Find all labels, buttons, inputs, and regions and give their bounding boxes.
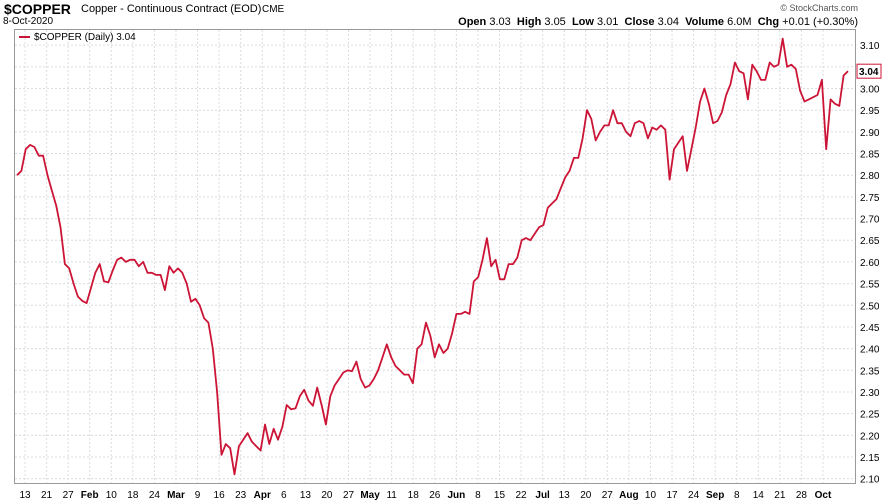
exchange-label: CME bbox=[262, 4, 285, 15]
x-tick-label: 10 bbox=[645, 490, 657, 501]
x-tick-label: 27 bbox=[602, 490, 614, 501]
last-value-text: 3.04 bbox=[859, 67, 879, 78]
low-label: Low bbox=[571, 16, 594, 28]
x-tick-label: 11 bbox=[386, 490, 397, 501]
high-label: High bbox=[516, 16, 542, 28]
x-tick-label: 16 bbox=[214, 490, 226, 501]
y-axis: 2.10 2.15 2.20 2.25 2.30 2.35 2.40 2.45 2.50 2.55… bbox=[860, 41, 880, 485]
legend: $COPPER (Daily) 3.04 bbox=[19, 32, 136, 43]
y-tick-label: 3.10 bbox=[860, 41, 880, 52]
x-tick-label: 23 bbox=[235, 490, 247, 501]
symbol-title: $COPPER bbox=[4, 1, 71, 17]
x-tick-label: 27 bbox=[63, 490, 75, 501]
y-tick-label: 2.60 bbox=[860, 258, 880, 269]
x-tick-label: 13 bbox=[300, 490, 312, 501]
y-tick-label: 2.80 bbox=[860, 171, 880, 182]
x-tick-label: 21 bbox=[774, 490, 786, 501]
x-tick-label: 17 bbox=[666, 490, 678, 501]
y-tick-label: 2.25 bbox=[860, 410, 880, 421]
x-tick-label: Sep bbox=[706, 490, 724, 501]
open-value: 3.03 bbox=[489, 16, 511, 28]
x-tick-label: 18 bbox=[127, 490, 139, 501]
y-tick-label: 2.70 bbox=[860, 215, 880, 226]
close-label: Close bbox=[624, 16, 655, 28]
x-tick-label: 27 bbox=[343, 490, 355, 501]
x-tick-label: 18 bbox=[408, 490, 420, 501]
y-tick-label: 2.55 bbox=[860, 280, 880, 291]
plot-frame bbox=[14, 29, 856, 484]
y-tick-label: 2.45 bbox=[860, 323, 880, 334]
y-tick-label: 2.90 bbox=[860, 128, 880, 139]
y-tick-label: 2.40 bbox=[860, 345, 880, 356]
x-tick-label: 9 bbox=[195, 490, 201, 501]
x-tick-label: Apr bbox=[254, 490, 271, 501]
y-tick-label: 2.30 bbox=[860, 388, 880, 399]
x-tick-label: 20 bbox=[580, 490, 592, 501]
last-value-box bbox=[856, 63, 882, 79]
y-tick-label: 2.50 bbox=[860, 301, 880, 312]
x-tick-label: Aug bbox=[619, 490, 638, 501]
x-tick-label: 21 bbox=[41, 490, 53, 501]
x-tick-label: 13 bbox=[559, 490, 571, 501]
x-tick-label: 13 bbox=[19, 490, 31, 501]
chg-label: Chg bbox=[757, 16, 780, 28]
ohlc-readout: Open 3.03 High 3.05 Low 3.01 Close 3.04 … bbox=[458, 16, 858, 28]
close-value: 3.04 bbox=[657, 16, 679, 28]
volume-label: Volume bbox=[685, 16, 725, 28]
x-tick-label: 20 bbox=[321, 490, 333, 501]
last-value-tag: 3.04 bbox=[856, 63, 882, 79]
y-tick-label: 2.10 bbox=[860, 475, 880, 486]
high-value: 3.05 bbox=[544, 16, 566, 28]
legend-label: $COPPER (Daily) 3.04 bbox=[34, 32, 136, 43]
x-tick-label: Oct bbox=[815, 490, 832, 501]
chart-date: 8-Oct-2020 bbox=[3, 16, 54, 27]
low-value: 3.01 bbox=[597, 16, 619, 28]
open-label: Open bbox=[458, 16, 487, 28]
x-tick-label: 15 bbox=[494, 490, 506, 501]
y-tick-label: 2.35 bbox=[860, 366, 880, 377]
symbol-description: Copper - Continuous Contract (EOD) bbox=[81, 3, 262, 15]
y-tick-label: 2.65 bbox=[860, 236, 880, 247]
x-tick-label: 26 bbox=[429, 490, 441, 501]
x-tick-label: 10 bbox=[106, 490, 118, 501]
y-tick-label: 2.85 bbox=[860, 150, 880, 161]
x-tick-label: 8 bbox=[734, 490, 740, 501]
x-axis: 13 21 27 Feb 10 18 24 Mar 9 16 23 Apr 6 13 20 27 May 11 18… bbox=[19, 490, 832, 501]
x-tick-label: Jul bbox=[535, 490, 550, 501]
x-tick-label: 24 bbox=[688, 490, 700, 501]
x-tick-label: May bbox=[360, 490, 380, 501]
chg-value: +0.01 (+0.30%) bbox=[782, 16, 858, 28]
x-tick-label: 6 bbox=[281, 490, 287, 501]
y-tick-label: 2.95 bbox=[860, 106, 880, 117]
x-tick-label: Jun bbox=[447, 490, 465, 501]
y-tick-label: 2.20 bbox=[860, 431, 880, 442]
x-tick-label: Feb bbox=[81, 490, 99, 501]
watermark: © StockCharts.com bbox=[780, 3, 858, 13]
x-tick-label: 14 bbox=[753, 490, 765, 501]
x-tick-label: 8 bbox=[475, 490, 481, 501]
x-tick-label: 24 bbox=[149, 490, 161, 501]
chart-header: $COPPER Copper - Continuous Contract (EO… bbox=[0, 0, 896, 30]
x-tick-label: Mar bbox=[167, 490, 185, 501]
y-tick-label: 3.00 bbox=[860, 85, 880, 96]
volume-value: 6.0M bbox=[727, 16, 752, 28]
y-tick-label: 2.15 bbox=[860, 453, 880, 464]
x-tick-label: 28 bbox=[796, 490, 808, 501]
y-tick-label: 2.75 bbox=[860, 193, 880, 204]
x-tick-label: 22 bbox=[515, 490, 527, 501]
grid bbox=[15, 30, 855, 483]
price-line bbox=[16, 37, 849, 476]
